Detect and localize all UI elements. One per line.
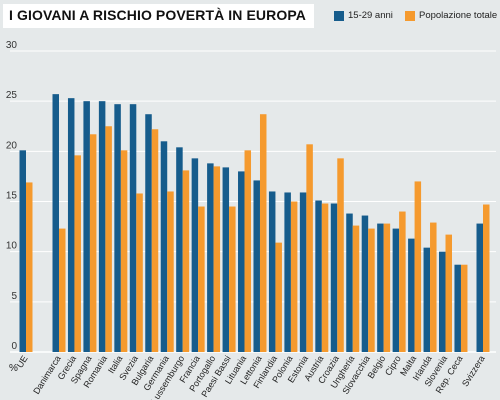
bar-series-2 — [105, 126, 112, 352]
bar-series-2 — [368, 228, 375, 352]
bar-series-2 — [321, 203, 329, 352]
bar-series-2 — [244, 150, 252, 352]
bar-series-1 — [83, 101, 90, 353]
bar-series-1 — [476, 223, 483, 352]
bar-series-2 — [26, 182, 33, 352]
legend-label-series-1: 15-29 anni — [348, 10, 393, 21]
bar-series-1 — [191, 158, 199, 352]
bars — [19, 94, 490, 353]
y-tick-label: 20 — [6, 140, 18, 151]
bar-series-1 — [268, 191, 276, 352]
y-axis-label: % — [9, 363, 18, 374]
bar-series-1 — [19, 150, 26, 352]
bar-series-2 — [383, 223, 391, 352]
y-tick-label: 30 — [6, 40, 18, 51]
bar-series-2 — [151, 129, 159, 352]
y-tick-label: 10 — [6, 241, 18, 252]
bar-series-2 — [198, 206, 205, 352]
bar-series-1 — [346, 213, 353, 352]
bar-series-2 — [120, 150, 128, 352]
bar-series-1 — [145, 114, 152, 353]
y-tick-label: 15 — [6, 191, 18, 202]
legend-item-series-2: Popolazione totale — [405, 10, 497, 21]
y-tick-label: 25 — [6, 90, 18, 101]
bar-series-1 — [98, 101, 106, 353]
legend-swatch-series-1 — [334, 10, 344, 21]
bar-series-1 — [52, 94, 59, 352]
bar-series-2 — [182, 170, 190, 352]
bar-series-1 — [361, 215, 369, 352]
bar-series-1 — [207, 163, 214, 352]
bar-series-1 — [392, 228, 400, 352]
bar-series-1 — [253, 180, 260, 352]
bar-series-1 — [67, 98, 75, 352]
y-tick-label: 5 — [11, 291, 17, 302]
bar-series-1 — [160, 141, 168, 352]
bar-series-2 — [306, 144, 313, 352]
bar-series-1 — [330, 203, 338, 352]
legend-swatch-series-2 — [405, 10, 415, 21]
bar-series-2 — [89, 134, 97, 352]
bar-series-1 — [408, 238, 415, 352]
legend-label-series-2: Popolazione totale — [419, 10, 498, 21]
bar-series-2 — [290, 201, 298, 352]
bar-series-1 — [423, 247, 431, 352]
bar-series-2 — [259, 114, 267, 353]
bar-series-2 — [445, 234, 452, 352]
grid-lines — [10, 50, 496, 353]
legend-item-series-1: 15-29 anni — [334, 10, 393, 21]
bar-series-1 — [129, 104, 137, 352]
bar-series-1 — [222, 167, 230, 352]
bar-series-1 — [114, 104, 121, 352]
bar-series-2 — [136, 193, 143, 352]
bar-series-2 — [167, 191, 174, 352]
bar-series-1 — [377, 223, 384, 352]
bar-series-2 — [430, 222, 437, 352]
bar-series-2 — [399, 211, 406, 352]
bar-series-1 — [176, 147, 183, 352]
bar-series-1 — [439, 251, 446, 352]
bar-series-2 — [229, 206, 236, 352]
bar-series-2 — [275, 242, 282, 352]
bar-series-2 — [74, 155, 81, 352]
bar-series-1 — [299, 192, 307, 352]
bar-series-1 — [454, 264, 461, 352]
bar-series-2 — [337, 158, 344, 352]
y-tick-label: 0 — [11, 341, 17, 352]
bar-series-2 — [213, 166, 221, 352]
bar-series-2 — [352, 225, 360, 352]
bar-series-1 — [315, 200, 322, 352]
y-tick-labels: 0 5 10 15 20 25 30 — [6, 40, 18, 352]
bar-series-2 — [483, 204, 490, 352]
chart-title-box: I GIOVANI A RISCHIO POVERTÀ IN EUROPA — [3, 4, 314, 28]
bar-series-1 — [284, 192, 291, 352]
bar-series-1 — [238, 171, 245, 352]
x-tick-labels: UE DanimarcaGreciaSpagnaRomaniaItaliaSvez… — [15, 354, 487, 400]
bar-series-2 — [414, 181, 422, 352]
bar-series-2 — [59, 228, 66, 352]
bar-series-2 — [460, 264, 468, 352]
chart-title: I GIOVANI A RISCHIO POVERTÀ IN EUROPA — [9, 7, 306, 23]
